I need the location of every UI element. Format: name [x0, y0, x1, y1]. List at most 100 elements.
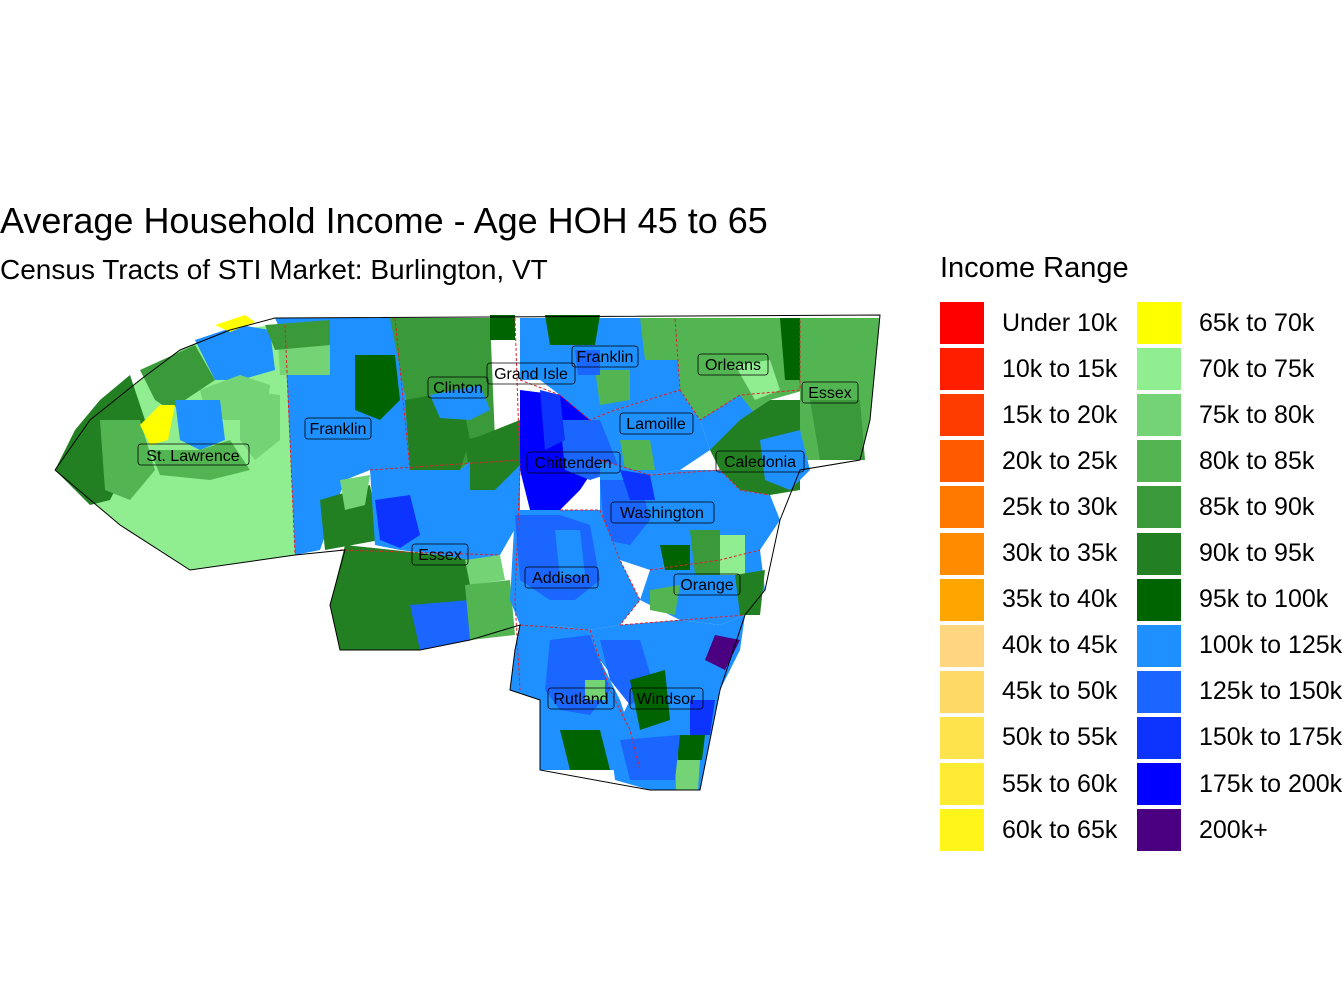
svg-text:Windsor: Windsor	[637, 691, 696, 708]
tract	[575, 350, 600, 375]
county-borders	[284, 317, 801, 771]
county-label-essex-vt: Essex	[801, 381, 859, 404]
tract	[705, 635, 740, 670]
tract	[540, 390, 565, 450]
legend-swatch	[940, 348, 984, 391]
legend-item: Under 10k	[940, 300, 1117, 346]
county-label-orange: Orange	[673, 573, 741, 596]
tract	[555, 530, 585, 578]
tract	[715, 535, 745, 575]
tract	[660, 545, 690, 570]
tract	[545, 315, 600, 345]
legend-label: 30k to 35k	[1002, 539, 1118, 567]
tract	[735, 360, 780, 400]
county-labels: St. Lawrence Franklin Clinton Grand Isle…	[137, 345, 859, 710]
svg-text:Franklin: Franklin	[577, 349, 634, 366]
tract	[355, 355, 400, 420]
legend-swatch	[940, 394, 984, 437]
tract	[560, 730, 610, 770]
legend-item: 45k to 50k	[940, 669, 1117, 715]
tract	[678, 735, 705, 760]
svg-text:Chittenden: Chittenden	[534, 455, 611, 472]
tract	[675, 760, 700, 790]
map-subtitle: Census Tracts of STI Market: Burlington,…	[0, 254, 548, 285]
svg-text:Lamoille: Lamoille	[626, 416, 686, 433]
legend-label: 35k to 40k	[1002, 585, 1118, 614]
legend-swatch	[1137, 348, 1181, 391]
tract	[410, 600, 470, 650]
legend-label: 200k+	[1199, 815, 1268, 844]
tract	[810, 400, 865, 460]
tract	[490, 315, 515, 340]
tract	[675, 318, 805, 430]
county-label-caledonia: Caledonia	[715, 450, 805, 473]
legend-item: 95k to 100k	[1137, 577, 1328, 623]
tract	[780, 318, 805, 380]
legend-swatch	[1137, 394, 1181, 437]
legend-label: 15k to 20k	[1002, 400, 1118, 429]
legend-label: 45k to 50k	[1002, 677, 1118, 706]
legend-title: Income Range	[940, 252, 1129, 284]
legend-swatch	[940, 624, 984, 667]
legend-swatch	[940, 486, 984, 529]
county-label-addison: Addison	[524, 566, 599, 589]
tract	[595, 370, 630, 405]
tract	[240, 390, 280, 460]
legend-item: 40k to 45k	[940, 623, 1117, 669]
legend-swatch	[940, 440, 984, 483]
legend-item: 20k to 25k	[940, 438, 1117, 484]
legend-label: 55k to 60k	[1002, 769, 1118, 798]
tract	[175, 400, 225, 450]
legend-label: 95k to 100k	[1199, 585, 1329, 614]
legend-item: 80k to 85k	[1137, 438, 1314, 484]
county-label-franklin-ny: Franklin	[304, 417, 372, 440]
legend-swatch	[940, 716, 984, 759]
tract	[585, 680, 605, 700]
county-label-st-lawrence: St. Lawrence	[137, 443, 250, 466]
legend-item: 55k to 60k	[940, 761, 1117, 807]
legend-item: 25k to 30k	[940, 484, 1117, 530]
legend-label: 80k to 85k	[1199, 446, 1315, 475]
legend-label: 25k to 30k	[1002, 492, 1118, 521]
county-label-clinton: Clinton	[427, 376, 489, 399]
legend-item: 90k to 95k	[1137, 531, 1314, 577]
legend-label: 175k to 200k	[1199, 769, 1343, 798]
svg-text:Franklin: Franklin	[310, 421, 367, 438]
svg-text:Grand Isle: Grand Isle	[494, 366, 568, 383]
legend-label: Under 10k	[1002, 308, 1118, 337]
tract	[140, 405, 175, 445]
legend-swatch	[1137, 486, 1181, 529]
county-label-rutland: Rutland	[547, 687, 615, 710]
legend-label: 125k to 150k	[1199, 677, 1343, 706]
legend-item: 15k to 20k	[940, 392, 1117, 438]
legend-swatch	[1137, 809, 1181, 852]
legend-swatch	[940, 578, 984, 621]
map-title: Average Household Income - Age HOH 45 to…	[0, 200, 768, 241]
tract	[465, 555, 505, 585]
legend-item: 150k to 175k	[1137, 715, 1342, 761]
legend-swatch	[1137, 716, 1181, 759]
tract	[620, 440, 655, 470]
legend-label: 40k to 45k	[1002, 631, 1118, 660]
county-label-lamoille: Lamoille	[619, 412, 694, 435]
legend-item: 100k to 125k	[1137, 623, 1342, 669]
county-label-chittenden: Chittenden	[526, 451, 621, 474]
tract	[650, 585, 680, 615]
svg-text:Clinton: Clinton	[433, 380, 483, 397]
tract	[620, 735, 680, 780]
legend-label: 60k to 65k	[1002, 815, 1118, 844]
legend-label: 75k to 80k	[1199, 400, 1315, 429]
legend-swatch	[1137, 578, 1181, 621]
legend-item: 200k+	[1137, 807, 1268, 853]
legend-item: 30k to 35k	[940, 531, 1117, 577]
tract	[195, 325, 275, 380]
tract	[375, 495, 420, 548]
svg-text:Addison: Addison	[532, 570, 590, 587]
legend-swatch	[940, 763, 984, 805]
tract	[630, 670, 670, 730]
svg-text:Washington: Washington	[620, 505, 704, 522]
legend-item: 85k to 90k	[1137, 484, 1314, 530]
svg-text:Orleans: Orleans	[705, 357, 761, 374]
tract	[265, 320, 330, 350]
legend-swatch	[940, 532, 984, 575]
